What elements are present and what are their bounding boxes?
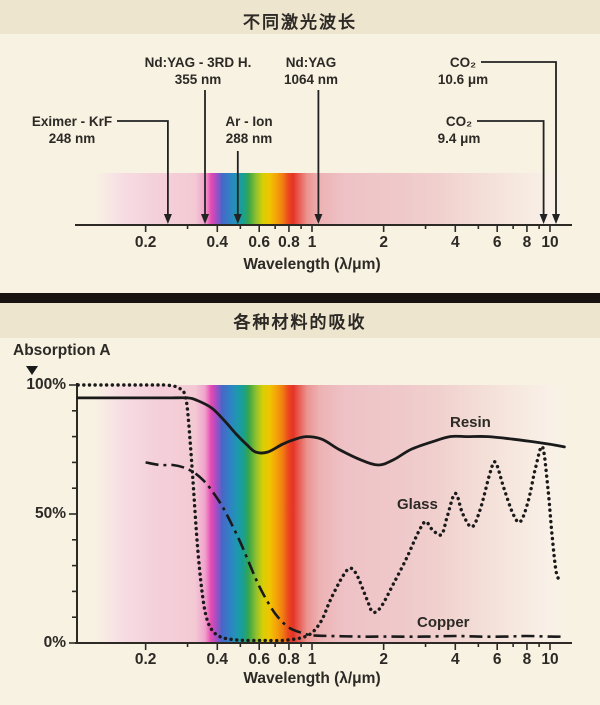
y-tick-label: 100%	[26, 376, 66, 393]
top-x-tick-label: 0.2	[134, 234, 157, 251]
laser-wavelength: 248 nm	[48, 131, 96, 146]
bottom-x-tick-label: 8	[522, 651, 532, 668]
bottom-x-tick-label: 0.4	[206, 651, 229, 668]
top-x-tick-label: 10	[541, 234, 559, 251]
y-tick-label: 50%	[34, 505, 66, 522]
laser-name: Ar - Ion	[225, 114, 273, 129]
laser-name: CO₂	[445, 114, 473, 129]
bottom-x-tick-label: 4	[450, 651, 460, 668]
top-x-tick-label: 6	[492, 234, 502, 251]
top-x-tick-label: 2	[379, 234, 388, 251]
laser-label-eximer: Eximer - KrF 248 nm	[32, 113, 112, 147]
top-panel-title: 不同激光波长	[243, 13, 357, 32]
laser-name: Nd:YAG - 3RD H.	[144, 55, 252, 70]
bottom-x-tick-label: 0.2	[134, 651, 157, 668]
bottom-x-tick-label: 6	[492, 651, 502, 668]
series-label-copper: Copper	[417, 614, 470, 631]
laser-name: Eximer - KrF	[31, 114, 113, 129]
laser-name: CO₂	[449, 55, 477, 70]
laser-name: Nd:YAG	[285, 55, 337, 70]
panel-divider	[0, 293, 600, 303]
top-x-tick-label: 1	[307, 234, 317, 251]
bottom-x-tick-label: 0.6	[248, 651, 270, 668]
laser-wavelength: 1064 nm	[283, 72, 339, 87]
top-x-tick-label: 4	[450, 234, 460, 251]
laser-label-co2a: CO₂ 10.6 μm	[438, 54, 488, 88]
top-x-axis-label: Wavelength (λ/μm)	[243, 256, 381, 273]
laser-wavelength: 10.6 μm	[437, 72, 489, 87]
laser-wavelength: 288 nm	[225, 131, 273, 146]
series-label-glass: Glass	[397, 496, 438, 513]
y-tick-label: 0%	[43, 634, 66, 651]
laser-wavelength: 9.4 μm	[437, 131, 481, 146]
top-x-tick-label: 8	[522, 234, 532, 251]
laser-label-arion: Ar - Ion 288 nm	[225, 113, 272, 147]
laser-wavelength: 355 nm	[174, 72, 222, 87]
bottom-x-tick-label: 0.8	[278, 651, 300, 668]
bottom-x-tick-label: 10	[541, 651, 559, 668]
top-title-strip	[0, 0, 600, 34]
series-label-resin: Resin	[450, 414, 491, 431]
laser-label-co2b: CO₂ 9.4 μm	[438, 113, 481, 147]
top-x-tick-label: 0.6	[248, 234, 270, 251]
spectrum-band-bottom	[95, 385, 568, 643]
top-x-tick-label: 0.4	[206, 234, 229, 251]
bottom-panel-title: 各种材料的吸收	[233, 313, 367, 332]
laser-label-nd: Nd:YAG 1064 nm	[284, 54, 338, 88]
y-axis-label: Absorption A	[13, 342, 111, 359]
bottom-x-axis-label: Wavelength (λ/μm)	[243, 670, 381, 687]
laser-label-nd3: Nd:YAG - 3RD H. 355 nm	[145, 54, 252, 88]
bottom-x-tick-label: 2	[379, 651, 388, 668]
bottom-title-strip	[0, 303, 600, 338]
bottom-x-tick-label: 1	[307, 651, 317, 668]
top-x-tick-label: 0.8	[278, 234, 300, 251]
spectrum-band-top	[95, 173, 568, 224]
